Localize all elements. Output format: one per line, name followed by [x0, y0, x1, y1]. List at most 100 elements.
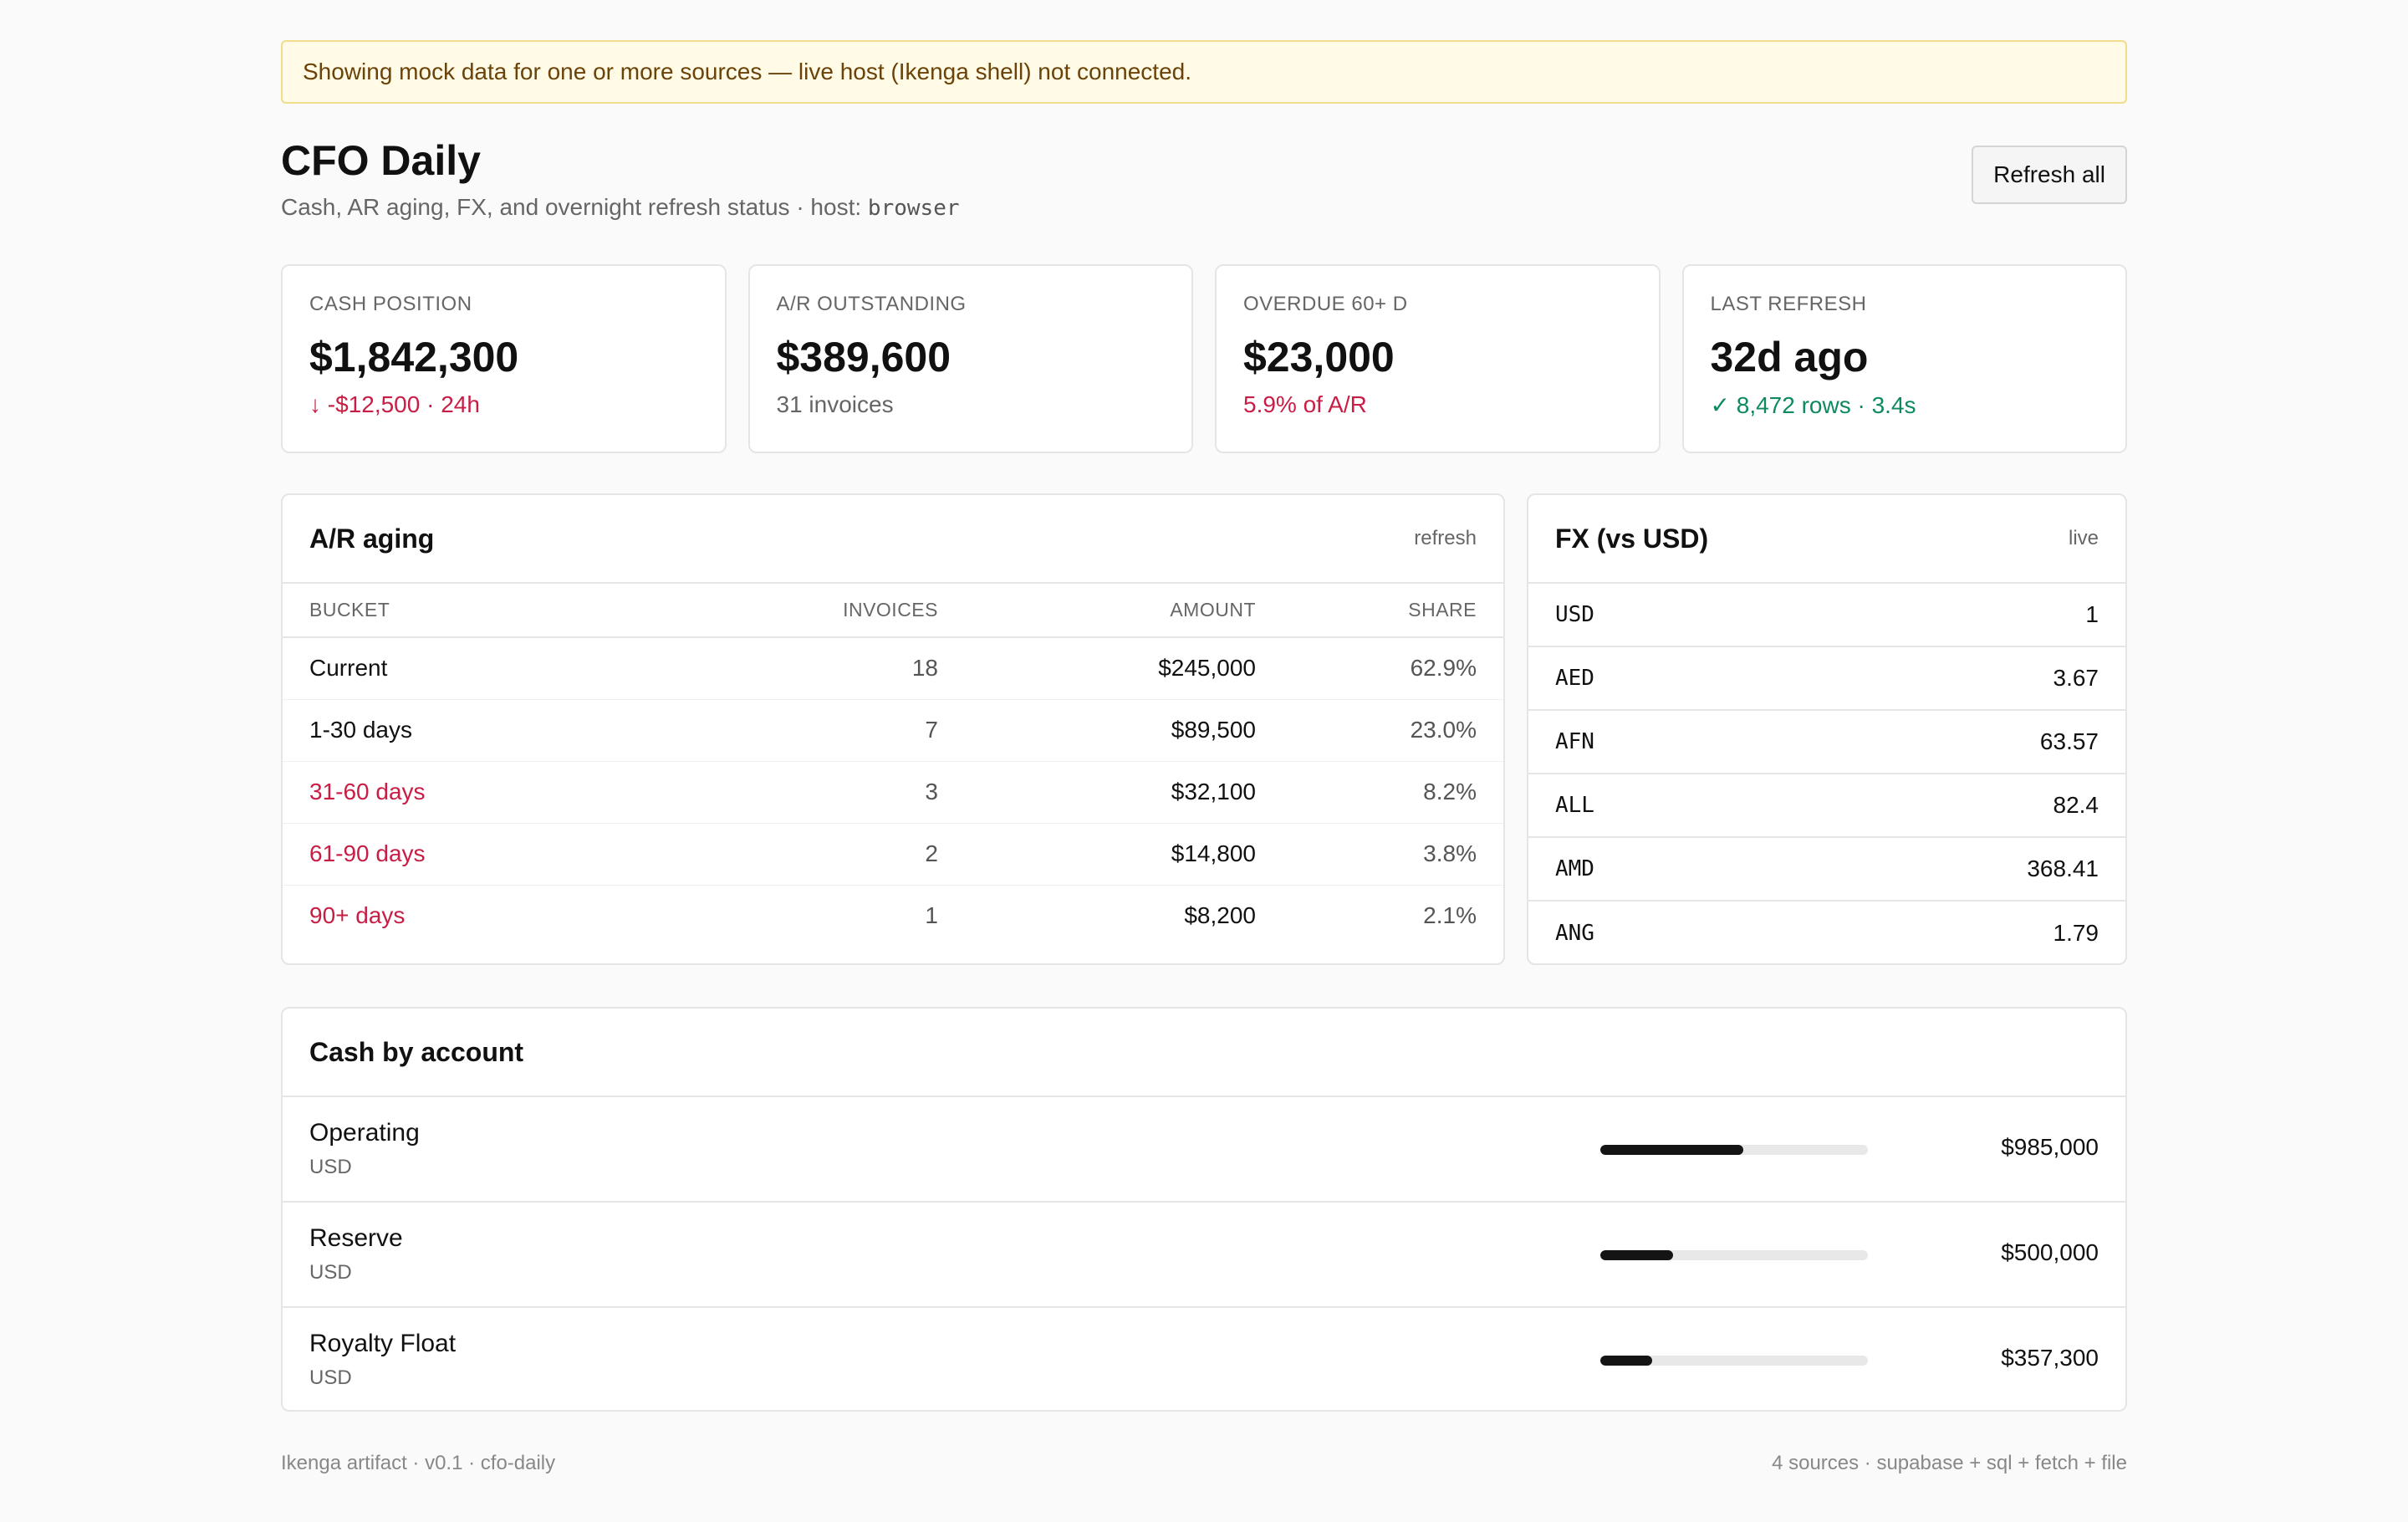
invoices-cell: 18 [687, 637, 938, 700]
account-share-bar [1600, 1250, 1868, 1260]
kpi-value: $23,000 [1243, 334, 1395, 380]
bucket-cell: 31-60 days [283, 761, 687, 824]
account-name: Reserve [309, 1224, 403, 1252]
kpi-last-refresh: LAST REFRESH 32d ago ✓ 8,472 rows · 3.4s [1681, 264, 2127, 453]
col-invoices: INVOICES [687, 584, 938, 638]
kpi-label: LAST REFRESH [1710, 293, 1867, 315]
account-share-bar [1600, 1145, 1868, 1155]
currency-code: USD [1555, 602, 1594, 627]
kpi-row: CASH POSITION $1,842,300 ↓ -$12,500 · 24… [281, 264, 2127, 453]
share-cell: 8.2% [1256, 761, 1503, 824]
ar-aging-table: BUCKET INVOICES AMOUNT SHARE Current 18 … [283, 584, 1503, 947]
page-footer: Ikenga artifact · v0.1 · cfo-daily 4 sou… [281, 1452, 2127, 1475]
cash-by-account-panel: Cash by account Operating USD $985,000 R… [281, 1007, 2127, 1412]
bucket-cell: 90+ days [309, 902, 406, 929]
middle-row: A/R aging refresh BUCKET INVOICES AMOUNT… [281, 493, 2127, 965]
page-title: CFO Daily [281, 137, 481, 184]
panel-title: FX (vs USD) [1555, 523, 1709, 554]
bucket-cell: Current [283, 637, 687, 700]
fx-rate-row: AED 3.67 [1528, 647, 2125, 711]
page: Showing mock data for one or more source… [281, 40, 2127, 1475]
panel-header: A/R aging refresh [283, 495, 1503, 584]
invoices-cell: 1 [925, 902, 938, 929]
fx-rate: 82.4 [2053, 792, 2099, 818]
ar-aging-panel: A/R aging refresh BUCKET INVOICES AMOUNT… [281, 493, 1505, 965]
amount-cell: $245,000 [938, 637, 1256, 700]
account-currency: USD [309, 1261, 352, 1284]
refresh-all-button[interactable]: Refresh all [1972, 146, 2127, 204]
invoices-cell: 2 [687, 823, 938, 886]
fx-rate-row: USD 1 [1528, 584, 2125, 647]
page-subtitle: Cash, AR aging, FX, and overnight refres… [281, 194, 2127, 221]
footer-left: Ikenga artifact · v0.1 · cfo-daily [281, 1452, 556, 1474]
table-row: Current 18 $245,000 62.9% [283, 637, 1503, 700]
col-bucket: BUCKET [283, 584, 687, 638]
fx-live-status: live [2068, 527, 2099, 549]
currency-code: AFN [1555, 729, 1594, 754]
account-share-fill [1600, 1250, 1673, 1260]
fx-rate: 368.41 [2027, 855, 2099, 881]
kpi-subtext: ✓ 8,472 rows · 3.4s [1710, 392, 1916, 418]
table-row: 61-90 days 2 $14,800 3.8% [283, 823, 1503, 886]
kpi-value: $389,600 [776, 334, 951, 380]
fx-rate: 63.57 [2039, 728, 2099, 754]
kpi-subtext: 31 invoices [776, 391, 894, 417]
account-name: Royalty Float [309, 1330, 457, 1357]
bucket-cell: 1-30 days [283, 699, 687, 762]
panel-title: Cash by account [309, 1036, 524, 1067]
account-share-bar [1600, 1356, 1868, 1366]
kpi-value: 32d ago [1710, 334, 1869, 380]
fx-rate-row: AMD 368.41 [1528, 838, 2125, 901]
kpi-ar-outstanding: A/R OUTSTANDING $389,600 31 invoices [747, 264, 1193, 453]
kpi-label: A/R OUTSTANDING [776, 293, 967, 315]
mock-data-banner: Showing mock data for one or more source… [281, 40, 2127, 104]
account-currency: USD [309, 1366, 352, 1389]
banner-text: Showing mock data for one or more source… [303, 59, 1191, 84]
panel-header: Cash by account [283, 1009, 2125, 1097]
aging-refresh-link[interactable]: refresh [1414, 527, 1477, 549]
share-cell: 23.0% [1256, 699, 1503, 762]
table-row: 31-60 days 3 $32,100 8.2% [283, 761, 1503, 824]
currency-code: AED [1555, 666, 1594, 691]
fx-rate-row: AFN 63.57 [1528, 711, 2125, 774]
account-row: Operating USD $985,000 [283, 1097, 2125, 1203]
kpi-overdue-60: OVERDUE 60+ D $23,000 5.9% of A/R [1215, 264, 1661, 453]
account-row: Royalty Float USD $357,300 [283, 1308, 2125, 1410]
kpi-value: $1,842,300 [309, 334, 519, 380]
fx-rate: 3.67 [2053, 665, 2099, 691]
kpi-cash-position: CASH POSITION $1,842,300 ↓ -$12,500 · 24… [281, 264, 727, 453]
kpi-subtext: 5.9% of A/R [1243, 391, 1367, 417]
amount-cell: $14,800 [938, 823, 1256, 886]
account-share-fill [1600, 1145, 1744, 1155]
page-header: CFO Daily Cash, AR aging, FX, and overni… [281, 134, 2127, 232]
account-currency: USD [309, 1156, 352, 1178]
currency-code: ANG [1555, 921, 1594, 946]
account-name: Operating [309, 1119, 420, 1147]
account-amount: $985,000 [2001, 1134, 2099, 1160]
col-share: SHARE [1256, 584, 1503, 638]
fx-rate-row: ALL 82.4 [1528, 774, 2125, 838]
panel-header: FX (vs USD) live [1528, 495, 2125, 584]
table-header-row: BUCKET INVOICES AMOUNT SHARE [283, 584, 1503, 638]
share-cell: 2.1% [1423, 902, 1477, 929]
kpi-label: OVERDUE 60+ D [1243, 293, 1408, 315]
account-amount: $357,300 [2001, 1345, 2099, 1371]
fx-rate-row: ANG 1.79 [1528, 901, 2125, 963]
footer-right: 4 sources · supabase + sql + fetch + fil… [1772, 1452, 2127, 1474]
table-row: 1-30 days 7 $89,500 23.0% [283, 699, 1503, 762]
invoices-cell: 7 [687, 699, 938, 762]
share-cell: 3.8% [1256, 823, 1503, 886]
fx-rate: 1 [2085, 601, 2099, 627]
col-amount: AMOUNT [938, 584, 1256, 638]
panel-title: A/R aging [309, 523, 435, 554]
fx-rate: 1.79 [2053, 920, 2099, 946]
account-amount: $500,000 [2001, 1239, 2099, 1265]
invoices-cell: 3 [687, 761, 938, 824]
account-row: Reserve USD $500,000 [283, 1203, 2125, 1308]
fx-panel: FX (vs USD) live USD 1 AED 3.67 AFN 63.5… [1527, 493, 2127, 965]
currency-code: ALL [1555, 793, 1594, 818]
amount-cell: $8,200 [1184, 902, 1256, 929]
share-cell: 62.9% [1256, 637, 1503, 700]
currency-code: AMD [1555, 856, 1594, 881]
subtitle-text: Cash, AR aging, FX, and overnight refres… [281, 194, 868, 220]
